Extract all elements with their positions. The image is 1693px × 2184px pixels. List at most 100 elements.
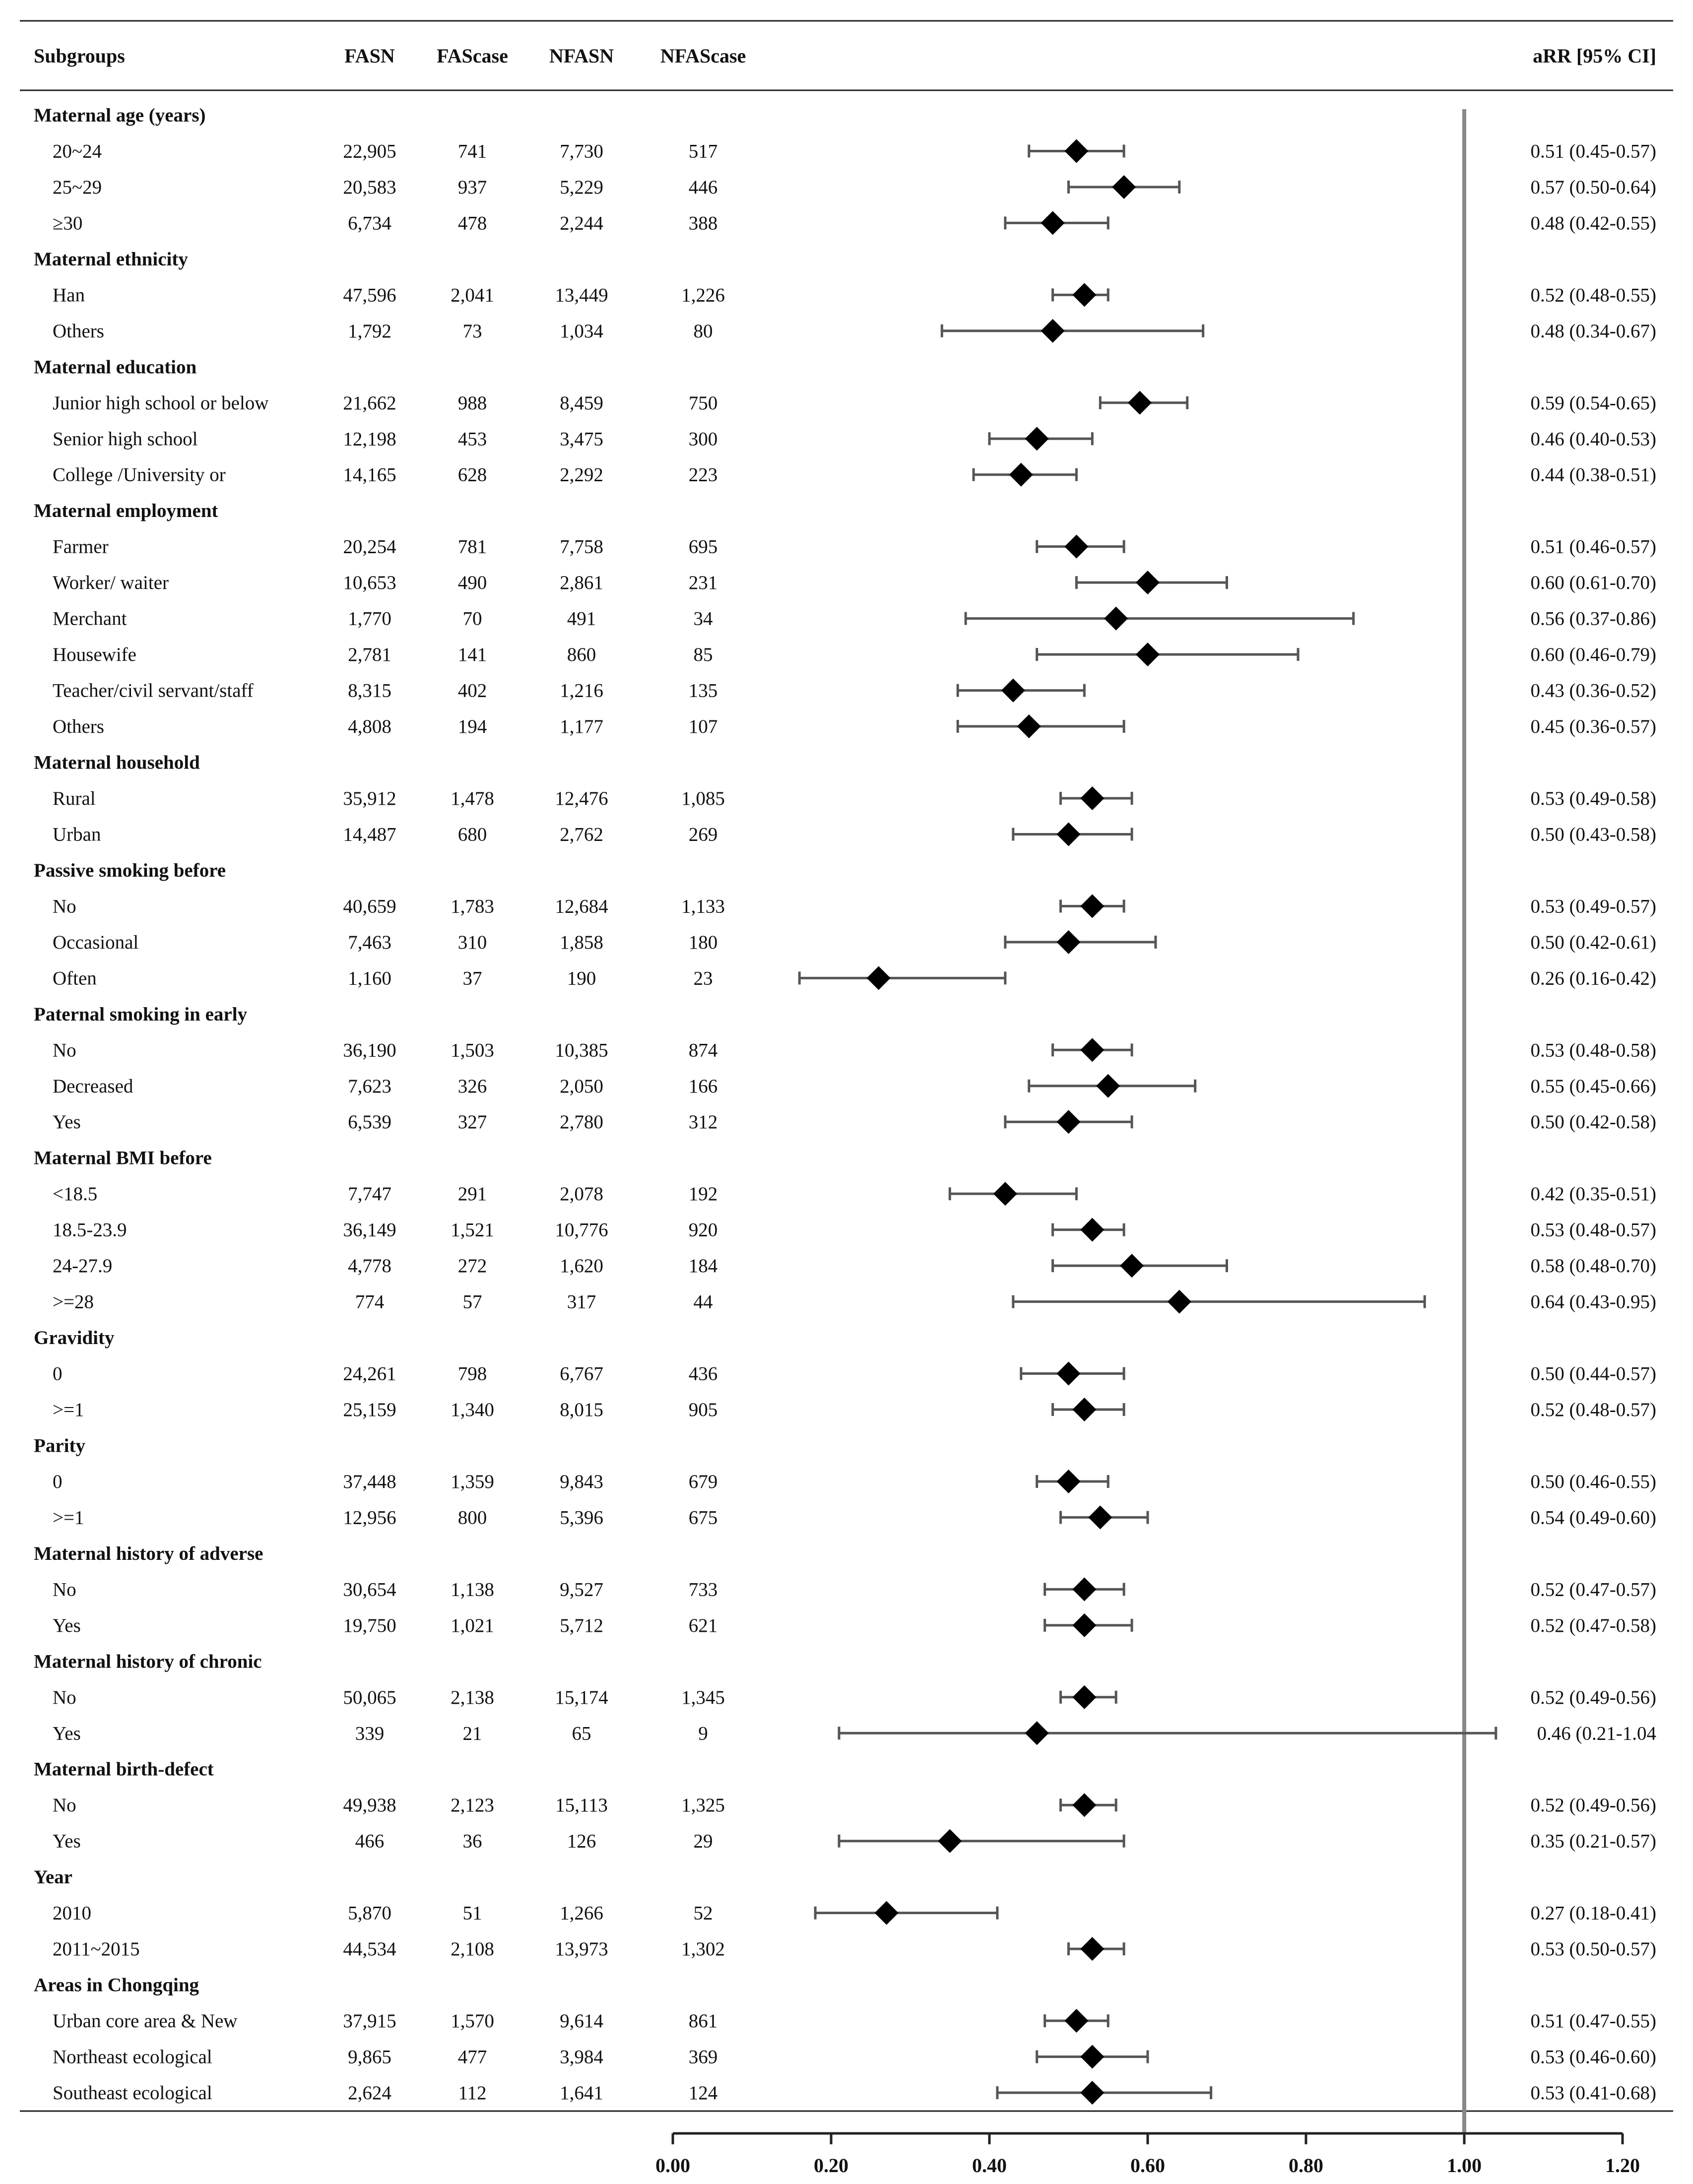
cell-fascase: 272 [458, 1255, 487, 1277]
cell-nfasn: 5,396 [560, 1507, 603, 1528]
cell-nfascase: 675 [689, 1507, 718, 1528]
cell-arr: 0.52 (0.48-0.55) [1531, 284, 1656, 306]
point-estimate-marker [1056, 930, 1081, 954]
row-label: Yes [53, 1111, 81, 1133]
cell-fascase: 2,108 [451, 1938, 494, 1960]
cell-arr: 0.43 (0.36-0.52) [1531, 680, 1656, 702]
cell-nfasn: 6,767 [560, 1363, 603, 1385]
point-estimate-marker [1096, 1074, 1120, 1098]
point-estimate-marker [1120, 1254, 1144, 1278]
point-estimate-marker [1072, 1398, 1097, 1422]
cell-arr: 0.58 (0.48-0.70) [1531, 1255, 1656, 1277]
cell-fascase: 326 [458, 1076, 487, 1097]
group-label: Gravidity [34, 1327, 115, 1349]
row-label: >=1 [53, 1507, 84, 1528]
cell-nfasn: 10,385 [555, 1039, 608, 1061]
row-label: Yes [53, 1723, 81, 1744]
point-estimate-marker [1056, 1469, 1081, 1493]
cell-nfasn: 1,858 [560, 932, 603, 953]
cell-arr: 0.45 (0.36-0.57) [1531, 716, 1656, 737]
x-tick-label: 0.20 [814, 2154, 848, 2177]
cell-nfascase: 269 [689, 824, 718, 845]
row-label: No [53, 1039, 76, 1061]
cell-fascase: 1,570 [451, 2010, 494, 2032]
cell-nfasn: 15,113 [555, 1795, 608, 1816]
row-label: Northeast ecological [53, 2047, 212, 2068]
point-estimate-marker [866, 966, 891, 990]
point-estimate-marker [1136, 642, 1160, 667]
point-estimate-marker [1080, 2081, 1105, 2105]
cell-fascase: 937 [458, 177, 487, 198]
cell-nfascase: 874 [689, 1039, 718, 1061]
cell-fascase: 51 [463, 1903, 482, 1924]
cell-fasn: 20,583 [343, 177, 396, 198]
cell-nfascase: 861 [689, 2010, 718, 2032]
cell-fasn: 37,448 [343, 1471, 396, 1492]
cell-nfascase: 23 [694, 967, 713, 989]
cell-nfascase: 621 [689, 1615, 718, 1636]
cell-fascase: 741 [458, 140, 487, 162]
cell-arr: 0.50 (0.46-0.55) [1531, 1471, 1656, 1492]
x-axis-ticks: 0.00 0.20 0.40 0.60 0.80 1.00 1.20 [655, 2133, 1640, 2177]
cell-fasn: 40,659 [343, 896, 396, 917]
cell-fascase: 73 [463, 321, 482, 342]
cell-fascase: 1,021 [451, 1615, 494, 1636]
row-label: 2010 [53, 1903, 91, 1924]
col-header-fasn: FASN [344, 45, 395, 67]
cell-fasn: 30,654 [343, 1579, 396, 1600]
cell-arr: 0.44 (0.38-0.51) [1531, 464, 1656, 486]
cell-nfasn: 491 [567, 608, 596, 630]
cell-arr: 0.52 (0.47-0.57) [1531, 1579, 1656, 1600]
row-label: Teacher/civil servant/staff [53, 680, 254, 702]
cell-nfasn: 9,614 [560, 2010, 603, 2032]
cell-fasn: 1,770 [348, 608, 391, 630]
cell-nfasn: 7,730 [560, 140, 603, 162]
cell-fascase: 21 [463, 1723, 482, 1744]
row-label: Urban [53, 824, 101, 845]
point-estimate-marker [1167, 1289, 1191, 1314]
cell-arr: 0.60 (0.61-0.70) [1531, 572, 1656, 593]
cell-fascase: 988 [458, 392, 487, 414]
group-label: Maternal history of chronic [34, 1651, 262, 1672]
cell-nfasn: 190 [567, 967, 596, 989]
cell-fascase: 310 [458, 932, 487, 953]
point-estimate-marker [1072, 1793, 1097, 1817]
cell-arr: 0.50 (0.44-0.57) [1531, 1363, 1656, 1385]
cell-arr: 0.26 (0.16-0.42) [1531, 967, 1656, 989]
point-estimate-marker [1064, 534, 1089, 559]
cell-nfasn: 9,527 [560, 1579, 603, 1600]
cell-arr: 0.53 (0.49-0.57) [1531, 896, 1656, 917]
row-label: 2011~2015 [53, 1938, 140, 1960]
cell-arr: 0.53 (0.49-0.58) [1531, 788, 1656, 809]
group-label: Maternal education [34, 356, 197, 378]
cell-fascase: 2,041 [451, 284, 494, 306]
cell-nfasn: 1,266 [560, 1903, 603, 1924]
row-label: Often [53, 967, 97, 989]
cell-nfascase: 733 [689, 1579, 718, 1600]
cell-nfascase: 231 [689, 572, 718, 593]
point-estimate-marker [1064, 139, 1089, 163]
x-tick-label: 0.40 [972, 2154, 1007, 2177]
cell-arr: 0.53 (0.41-0.68) [1531, 2082, 1656, 2104]
cell-fasn: 12,956 [343, 1507, 396, 1528]
cell-fasn: 50,065 [343, 1687, 396, 1708]
cell-nfascase: 52 [694, 1903, 713, 1924]
point-estimate-marker [1072, 283, 1097, 307]
cell-nfasn: 5,229 [560, 177, 603, 198]
cell-nfascase: 1,133 [681, 896, 725, 917]
point-estimate-marker [1072, 1613, 1097, 1637]
cell-nfasn: 12,684 [555, 896, 608, 917]
cell-arr: 0.48 (0.34-0.67) [1531, 321, 1656, 342]
cell-fasn: 8,315 [348, 680, 391, 702]
point-estimate-marker [1080, 1038, 1105, 1062]
cell-nfasn: 2,861 [560, 572, 603, 593]
cell-arr: 0.42 (0.35-0.51) [1531, 1183, 1656, 1205]
cell-fasn: 10,653 [343, 572, 396, 593]
cell-fasn: 20,254 [343, 536, 396, 558]
cell-fasn: 7,747 [348, 1183, 391, 1205]
cell-fascase: 194 [458, 716, 487, 737]
cell-nfasn: 3,984 [560, 2047, 603, 2068]
cell-nfasn: 1,034 [560, 321, 603, 342]
cell-nfascase: 300 [689, 428, 718, 450]
cell-arr: 0.56 (0.37-0.86) [1531, 608, 1656, 630]
